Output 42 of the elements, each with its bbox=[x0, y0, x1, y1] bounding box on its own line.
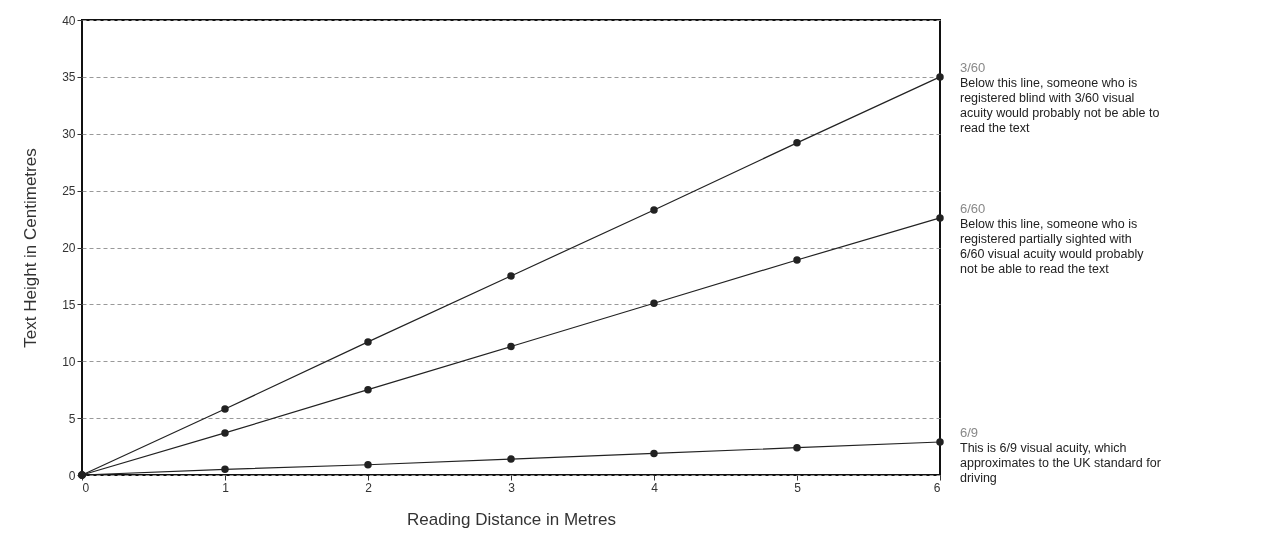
point bbox=[936, 214, 944, 222]
y-tick-label: 40 bbox=[62, 13, 76, 28]
point bbox=[650, 299, 658, 307]
point bbox=[936, 73, 944, 81]
point bbox=[793, 443, 801, 452]
point bbox=[221, 429, 229, 437]
point bbox=[364, 461, 372, 469]
point bbox=[364, 385, 372, 394]
text: Below this line, someone who is registered partially sighted with 6/60 visual acuity would probably not be able to read the text bbox=[960, 216, 1145, 276]
point bbox=[507, 342, 515, 351]
x-tick-label: 5 bbox=[794, 480, 802, 495]
y-tick-label: 35 bbox=[62, 70, 76, 85]
y-tick-label: 0 bbox=[68, 468, 76, 483]
point bbox=[650, 449, 658, 458]
point bbox=[936, 438, 944, 446]
y-tick-label: 30 bbox=[62, 127, 76, 142]
x-tick-label: 1 bbox=[222, 480, 230, 495]
series-label: 6/60 bbox=[960, 200, 986, 216]
point bbox=[507, 455, 515, 463]
y-tick-label: 20 bbox=[62, 241, 76, 255]
y-tick-label: 5 bbox=[68, 411, 76, 426]
y-tick-label: 15 bbox=[62, 297, 76, 312]
x-tick-label: 6 bbox=[933, 480, 941, 495]
y-tick-label: 10 bbox=[62, 354, 76, 369]
series-label: 6/9 bbox=[960, 425, 979, 441]
point bbox=[650, 206, 658, 214]
x-tick-label: 0 bbox=[82, 480, 90, 495]
point bbox=[364, 338, 372, 346]
x-tick-label: 2 bbox=[365, 480, 373, 495]
y-axis-title: Text Height in Centimetres bbox=[21, 148, 41, 348]
point bbox=[221, 465, 229, 474]
series-label: 3/60 bbox=[960, 59, 986, 75]
point bbox=[507, 272, 515, 280]
y-tick-label: 25 bbox=[62, 184, 76, 199]
point bbox=[221, 405, 229, 413]
text: This is 6/9 visual acuity, which approximates to the UK standard for driving bbox=[960, 441, 1161, 486]
text: Below this line, someone who is registered blind with 3/60 visual acuity would probably not be able to read the text bbox=[960, 75, 1160, 135]
point bbox=[793, 139, 801, 147]
x-axis-title: Reading Distance in Metres bbox=[407, 509, 616, 529]
x-tick-label: 3 bbox=[508, 480, 516, 495]
x-tick-label: 4 bbox=[651, 480, 659, 495]
point bbox=[793, 256, 801, 264]
